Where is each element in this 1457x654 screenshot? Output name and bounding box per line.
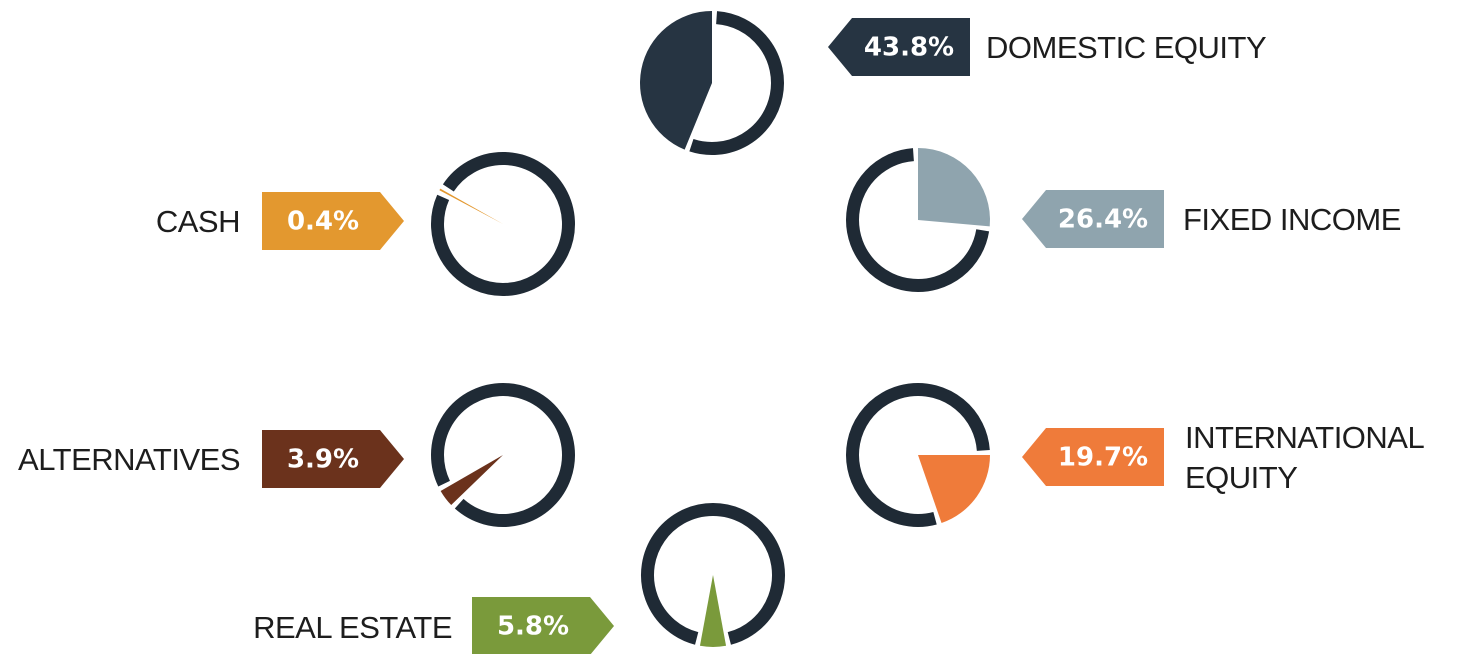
wedge [639,11,712,150]
ring [846,148,990,292]
wedge [440,455,503,506]
value-label: 3.9% [287,445,359,475]
value-tag [472,597,614,654]
ring [846,383,990,527]
category-label: INTERNATIONAL EQUITY [1185,420,1424,495]
value-tag [262,430,404,488]
value-tag [1022,190,1164,248]
category-label: CASH [155,204,241,239]
wedge [439,188,503,224]
value-tag [1022,428,1164,486]
value-label: 5.8% [497,612,569,642]
ring [431,383,575,527]
wedge [699,575,727,647]
ring [689,11,784,155]
value-label: 43.8% [864,33,954,63]
category-label: DOMESTIC EQUITY [986,30,1267,65]
category-label: FIXED INCOME [1183,202,1401,237]
wedge [918,455,990,524]
value-tag [828,18,970,76]
category-label: ALTERNATIVES [18,442,240,477]
value-tag [262,192,404,250]
category-label: REAL ESTATE [253,610,452,645]
ring [431,152,575,296]
value-label: 19.7% [1058,443,1148,473]
value-label: 0.4% [287,207,359,237]
ring [641,503,785,645]
value-label: 26.4% [1058,205,1148,235]
wedge [918,148,990,227]
